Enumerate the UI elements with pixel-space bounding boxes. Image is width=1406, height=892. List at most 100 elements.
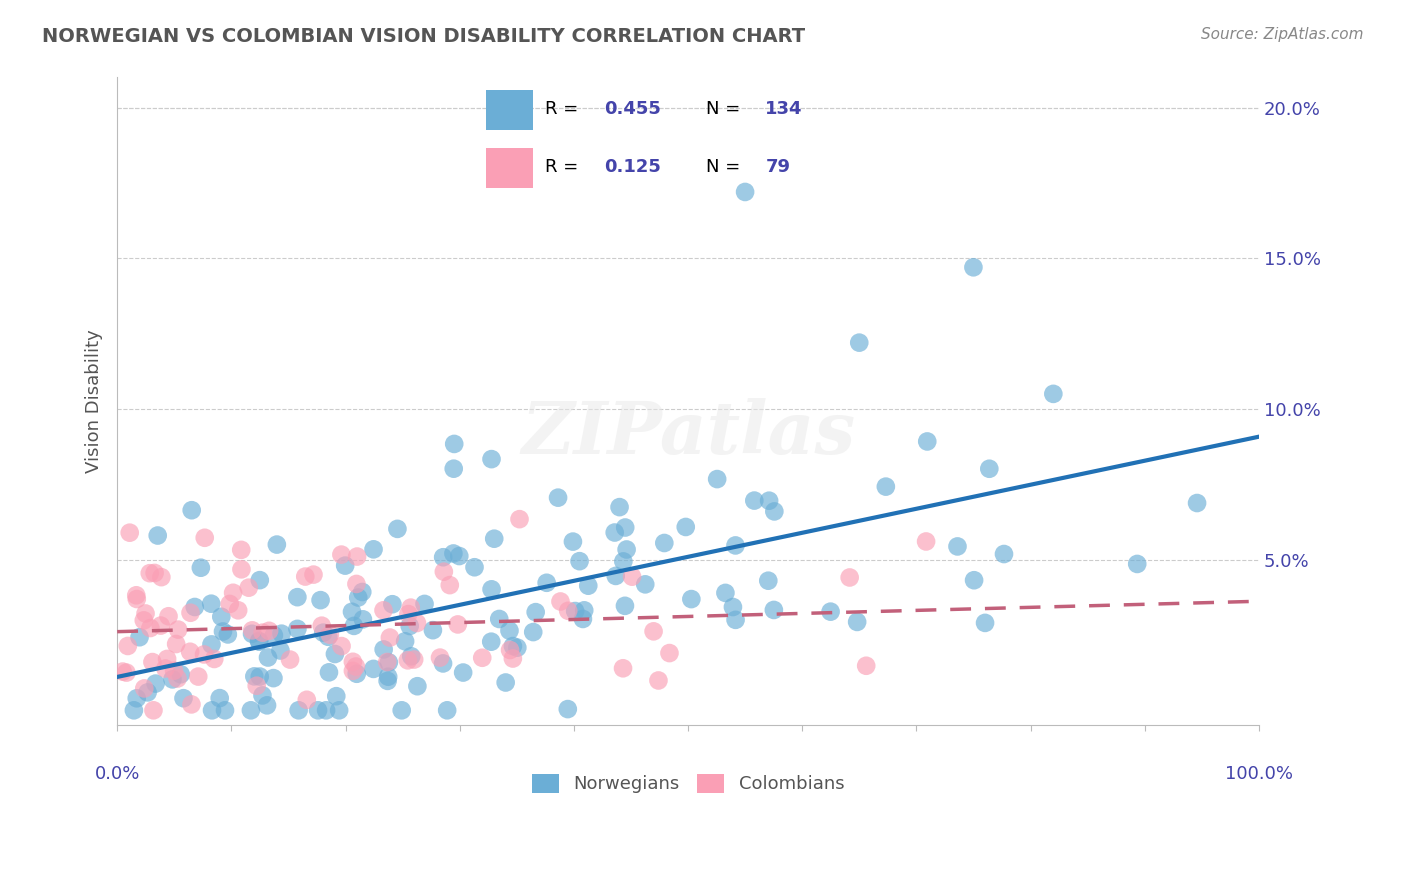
Colombians bbox=[139, 566, 162, 581]
Norwegians bbox=[564, 604, 586, 618]
Norwegians bbox=[522, 625, 544, 640]
Text: 134: 134 bbox=[765, 100, 803, 119]
Norwegians bbox=[394, 634, 416, 648]
Norwegians bbox=[335, 558, 357, 573]
Norwegians bbox=[576, 579, 599, 593]
Text: 100.0%: 100.0% bbox=[1225, 764, 1294, 782]
Norwegians bbox=[1042, 387, 1064, 401]
Colombians bbox=[180, 698, 202, 712]
Text: 0.0%: 0.0% bbox=[94, 764, 139, 782]
Norwegians bbox=[318, 665, 340, 680]
Colombians bbox=[508, 512, 530, 526]
Norwegians bbox=[391, 703, 413, 717]
Norwegians bbox=[270, 626, 292, 640]
Norwegians bbox=[162, 673, 184, 687]
Norwegians bbox=[484, 532, 506, 546]
Norwegians bbox=[432, 657, 454, 671]
Norwegians bbox=[609, 500, 631, 515]
Colombians bbox=[202, 652, 225, 666]
Norwegians bbox=[506, 640, 529, 655]
Colombians bbox=[647, 673, 669, 688]
Norwegians bbox=[481, 452, 503, 467]
Colombians bbox=[257, 624, 280, 638]
Norwegians bbox=[287, 590, 309, 604]
Norwegians bbox=[125, 691, 148, 706]
Norwegians bbox=[547, 491, 569, 505]
Norwegians bbox=[399, 649, 422, 664]
Norwegians bbox=[316, 630, 339, 644]
Norwegians bbox=[287, 703, 309, 717]
Colombians bbox=[342, 655, 364, 669]
Colombians bbox=[373, 603, 395, 617]
Norwegians bbox=[122, 703, 145, 717]
Norwegians bbox=[377, 670, 399, 684]
Norwegians bbox=[214, 703, 236, 717]
Norwegians bbox=[346, 666, 368, 681]
Norwegians bbox=[352, 585, 374, 599]
Colombians bbox=[295, 693, 318, 707]
Legend: Norwegians, Colombians: Norwegians, Colombians bbox=[524, 767, 852, 801]
Text: N =: N = bbox=[706, 100, 747, 119]
Text: NORWEGIAN VS COLOMBIAN VISION DISABILITY CORRELATION CHART: NORWEGIAN VS COLOMBIAN VISION DISABILITY… bbox=[42, 27, 806, 45]
Norwegians bbox=[312, 625, 335, 640]
Colombians bbox=[252, 625, 274, 640]
Norwegians bbox=[962, 260, 984, 275]
Norwegians bbox=[488, 612, 510, 626]
Norwegians bbox=[605, 569, 627, 583]
Colombians bbox=[167, 623, 190, 637]
Colombians bbox=[342, 664, 364, 678]
Norwegians bbox=[347, 591, 370, 605]
Text: 0.455: 0.455 bbox=[605, 100, 661, 119]
Norwegians bbox=[201, 703, 224, 717]
Colombians bbox=[132, 613, 155, 627]
Norwegians bbox=[247, 634, 270, 648]
Colombians bbox=[346, 577, 368, 591]
Colombians bbox=[240, 624, 263, 638]
Norwegians bbox=[820, 605, 842, 619]
Colombians bbox=[226, 603, 249, 617]
Norwegians bbox=[209, 609, 232, 624]
Norwegians bbox=[974, 615, 997, 630]
Colombians bbox=[471, 650, 494, 665]
Colombians bbox=[396, 653, 419, 667]
Colombians bbox=[139, 621, 162, 635]
Norwegians bbox=[758, 493, 780, 508]
Norwegians bbox=[848, 335, 870, 350]
Colombians bbox=[550, 594, 572, 608]
Text: R =: R = bbox=[546, 158, 583, 177]
Colombians bbox=[396, 607, 419, 621]
Colombians bbox=[330, 548, 353, 562]
Norwegians bbox=[128, 630, 150, 644]
Norwegians bbox=[479, 634, 502, 648]
Colombians bbox=[404, 652, 426, 666]
Norwegians bbox=[180, 503, 202, 517]
Norwegians bbox=[443, 437, 465, 451]
Norwegians bbox=[681, 592, 703, 607]
Norwegians bbox=[406, 679, 429, 693]
Colombians bbox=[838, 570, 860, 584]
Norwegians bbox=[309, 593, 332, 607]
Norwegians bbox=[352, 612, 374, 626]
Norwegians bbox=[603, 525, 626, 540]
Colombians bbox=[319, 628, 342, 642]
Colombians bbox=[118, 525, 141, 540]
Norwegians bbox=[613, 599, 636, 613]
Colombians bbox=[155, 661, 177, 675]
Norwegians bbox=[979, 462, 1001, 476]
Colombians bbox=[330, 639, 353, 653]
Norwegians bbox=[846, 615, 869, 629]
Norwegians bbox=[136, 685, 159, 699]
Colombians bbox=[621, 570, 644, 584]
Colombians bbox=[218, 597, 240, 611]
Norwegians bbox=[721, 600, 744, 615]
Colombians bbox=[179, 645, 201, 659]
Norwegians bbox=[190, 560, 212, 574]
Norwegians bbox=[257, 650, 280, 665]
Norwegians bbox=[502, 639, 524, 653]
Colombians bbox=[134, 681, 156, 696]
Norwegians bbox=[742, 493, 765, 508]
Norwegians bbox=[495, 675, 517, 690]
Norwegians bbox=[572, 612, 595, 626]
Colombians bbox=[149, 618, 172, 632]
Norwegians bbox=[363, 662, 385, 676]
